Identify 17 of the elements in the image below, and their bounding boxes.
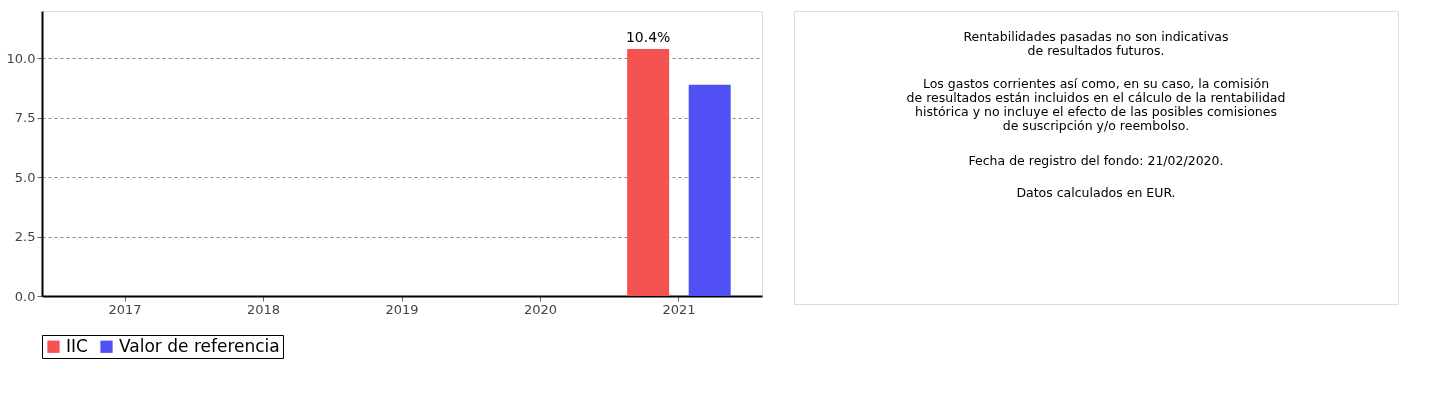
y-tick-label: 5.0 — [14, 169, 36, 185]
x-tick-label: 2017 — [108, 301, 142, 317]
y-tick-label: 7.5 — [14, 110, 36, 126]
x-tick-label: 2018 — [246, 301, 281, 317]
data-label: 10.4% — [625, 29, 671, 45]
text: Rentabilidades pasadas no son indicativas de resultados futuros. — [963, 29, 1229, 58]
x-tick-label: 2021 — [662, 301, 696, 317]
text: Datos calculados en EUR. — [1016, 185, 1176, 200]
text: Los gastos corrientes así como, en su caso, la comisión de resultados están incluidos en el cálculo de la rentabilidad histórica y no incluye el efecto de las posibles comisiones de suscripción y/o reembolso. — [906, 76, 1286, 133]
y-tick-label: 10.0 — [6, 51, 36, 66]
legend-label: IIC — [66, 335, 88, 356]
text: Fecha de registro del fondo: 21/02/2020. — [968, 153, 1224, 168]
y-tick-label: 0.0 — [14, 288, 36, 304]
legend-label: Valor de referencia — [119, 335, 280, 356]
x-tick-label: 2020 — [523, 301, 558, 317]
y-tick-label: 2.5 — [14, 229, 36, 245]
x-tick-label: 2019 — [385, 301, 419, 317]
